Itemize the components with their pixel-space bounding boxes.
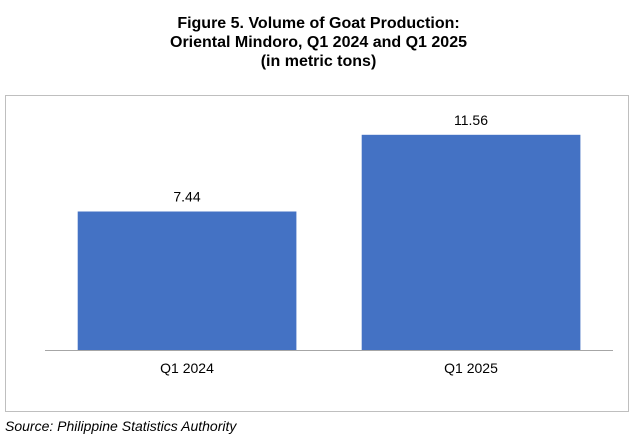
bar-q1-2025 [361,134,581,350]
source-note: Source: Philippine Statistics Authority [5,418,237,434]
data-label: 11.56 [454,112,488,128]
data-label: 7.44 [173,189,200,205]
x-tick-label: Q1 2024 [160,360,214,376]
chart-title-line-3: (in metric tons) [260,53,377,70]
chart-title: Figure 5. Volume of Goat Production: Ori… [0,14,637,71]
chart-title-line-2: Oriental Mindoro, Q1 2024 and Q1 2025 [170,34,467,51]
chart-area-frame [5,95,629,412]
x-tick-label: Q1 2025 [444,360,498,376]
bar-q1-2024 [77,211,297,350]
chart-title-line-1: Figure 5. Volume of Goat Production: [177,15,460,32]
